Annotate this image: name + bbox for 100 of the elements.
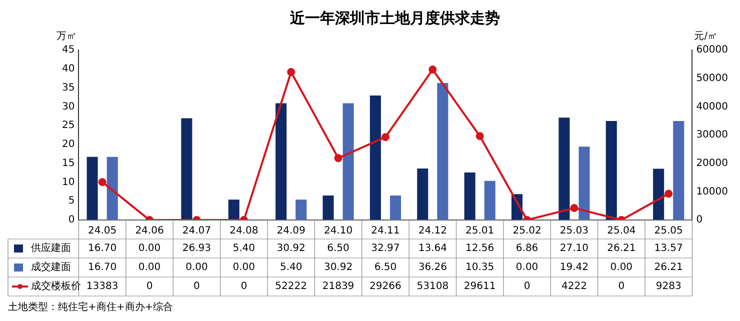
data-label: 26.21 [607,243,636,254]
y-tick-label: 45 [62,44,75,56]
data-label: 6.50 [327,243,350,254]
x-tick-label: 24.08 [230,226,258,237]
data-label: 5.40 [232,243,256,254]
data-label: 26.21 [654,262,683,274]
data-label: 0.00 [138,262,161,274]
data-label: 13.64 [418,243,447,254]
data-label: 0 [524,281,530,292]
data-label: 4222 [561,281,587,292]
y-tick-label: 30 [62,101,75,112]
y-tick-label: 5 [68,196,75,207]
bar [606,120,617,220]
y-tick-label: 25 [62,120,75,132]
data-label: 6.86 [516,243,538,254]
y2-tick-label: 60000 [696,44,728,56]
data-label: 0 [240,281,248,292]
point [381,133,390,142]
data-label: 16.70 [88,262,117,274]
x-tick-label: 24.12 [418,226,447,237]
data-label: 0.00 [138,243,161,254]
data-label: 0.00 [232,262,256,274]
data-label: 0 [146,281,153,292]
y2-tick-label: 20000 [696,158,728,169]
x-tick-label: 24.07 [182,226,212,237]
data-label: 53108 [416,281,449,292]
y2-tick-label: 10000 [696,186,728,198]
bar [86,156,98,220]
x-tick-label: 25.01 [466,226,494,237]
data-label: 6.50 [374,262,397,274]
y-tick-label: 15 [62,158,75,169]
data-label: 13383 [86,281,118,292]
data-label: 27.10 [560,243,589,254]
data-label: 0.00 [610,262,633,274]
point [287,68,296,76]
x-tick-label: 24.05 [88,226,117,237]
bar [417,168,428,220]
data-label: 12.56 [466,243,494,254]
bar [276,103,287,220]
point [476,132,484,140]
y2-tick-label: 40000 [696,101,728,112]
data-label: 30.92 [324,262,353,274]
data-label: 13.57 [654,243,683,254]
text: 土地类型：纯住宅+商住+商办+综合 [8,301,174,313]
bar [390,195,401,220]
y-axis-title: 万㎡ [56,31,77,42]
data-label: 29266 [370,281,402,292]
data-label: 16.70 [88,243,117,254]
legend-label: 成交建面 [31,261,71,274]
bar [296,200,307,220]
x-tick-label: 24.06 [135,226,164,237]
data-label: 0.00 [516,262,538,274]
data-label: 19.42 [560,262,589,274]
legend-label: 成交楼板价 [31,280,81,292]
bar [322,195,334,220]
data-label: 9283 [656,281,682,292]
x-tick-label: 25.05 [654,226,683,237]
y-tick-label: 40 [62,63,75,74]
data-label: 30.92 [276,243,306,254]
data-label: 0.00 [186,262,208,274]
y2-tick-label: 50000 [696,72,728,84]
x-tick-label: 24.11 [371,226,400,237]
y2-axis-title: 元/㎡ [694,31,718,42]
point [98,178,106,186]
bar [653,168,664,220]
data-label: 26.93 [182,243,212,254]
bar [558,118,570,220]
data-label: 10.35 [466,262,494,274]
bar [228,200,240,220]
bar [484,180,496,220]
chart-title: 近一年深圳市土地月度供求走势 [289,8,500,27]
bar [181,118,192,220]
data-label: 52222 [275,281,307,292]
x-tick-label: 24.09 [276,226,306,237]
point [334,154,342,162]
x-tick-label: 24.10 [324,226,353,237]
bar [464,172,476,220]
point [664,190,673,198]
data-label: 0 [618,281,625,292]
data-label: 29611 [464,281,496,292]
data-label: 32.97 [371,243,400,254]
bar [342,103,354,220]
y-tick-label: 20 [62,139,75,150]
y-tick-label: 0 [68,214,75,226]
y2-tick-label: 30000 [696,130,728,141]
data-label: 0 [194,281,200,292]
bar [578,146,590,220]
x-tick-label: 25.02 [512,226,542,237]
y-tick-label: 35 [62,82,75,94]
x-tick-label: 25.03 [560,226,589,237]
bar [673,120,684,220]
y-tick-label: 10 [62,176,75,188]
data-label: 21839 [322,281,354,292]
point [428,66,437,74]
legend-label: 供应建面 [31,242,71,254]
bar [106,156,118,220]
y2-tick-label: 0 [696,214,703,226]
x-tick-label: 25.04 [607,226,636,237]
data-label: 36.26 [418,262,447,274]
bar [437,83,448,220]
